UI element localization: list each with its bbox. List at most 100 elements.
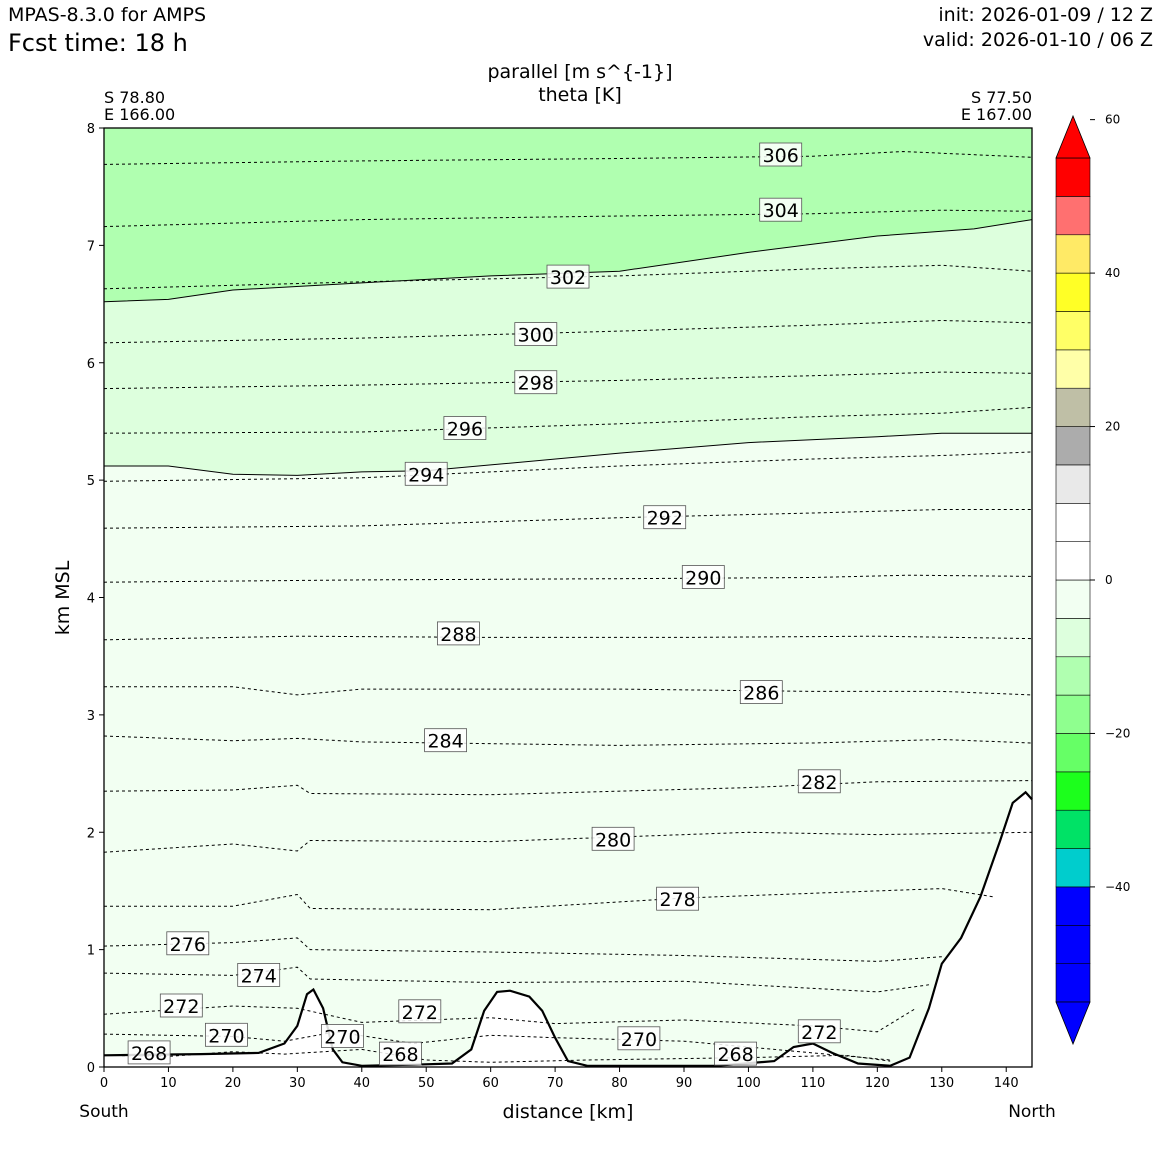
contour-label-292: 292	[643, 505, 687, 530]
contour-label-box	[237, 963, 281, 987]
contour-label-box	[643, 505, 687, 530]
contour-label-282: 282	[797, 769, 841, 794]
contour-label-306: 306	[759, 142, 803, 167]
contour-label-272: 272	[159, 993, 203, 1018]
x-tick-label: 130	[929, 1076, 954, 1091]
contour-label-text: 286	[743, 683, 779, 705]
colorbar-segment	[1055, 196, 1091, 236]
contour-label-box	[404, 461, 448, 486]
colorbar-segment	[1055, 464, 1091, 504]
north-label: North	[1008, 1102, 1056, 1122]
x-tick-label: 40	[354, 1076, 371, 1091]
contour-label-270: 270	[320, 1024, 364, 1049]
contour-label-box	[424, 728, 468, 753]
contour-label-286: 286	[739, 680, 783, 705]
theta-contour-276	[103, 937, 942, 962]
contour-label-text: 274	[241, 965, 277, 987]
contour-label-298: 298	[514, 370, 558, 395]
x-tick-label: 20	[225, 1076, 242, 1091]
y-tick-label: 7	[87, 239, 95, 254]
theta-contour-304	[103, 209, 1033, 228]
contour-label-268: 268	[127, 1040, 171, 1065]
contour-label-box	[797, 769, 841, 794]
contour-label-box	[656, 886, 699, 911]
colorbar-segment	[1055, 579, 1091, 619]
contour-label-text: 284	[427, 731, 463, 753]
x-tick-label: 90	[676, 1076, 693, 1091]
contour-label-304: 304	[759, 197, 803, 222]
colorbar-segment	[1055, 349, 1091, 389]
x-tick-label: 60	[482, 1076, 499, 1091]
contour-label-text: 268	[382, 1044, 418, 1066]
contour-label-270: 270	[204, 1022, 248, 1047]
contour-label-box	[546, 264, 590, 289]
contour-label-302: 302	[546, 264, 590, 289]
colorbar-extend-max	[1055, 114, 1091, 159]
colorbar-segment	[1055, 656, 1091, 696]
x-tick-label: 0	[100, 1076, 108, 1091]
end-lon-label: E 167.00	[961, 105, 1032, 124]
contour-label-270: 270	[617, 1026, 661, 1051]
contour-label-text: 272	[801, 1022, 837, 1044]
valid-time: valid: 2026-01-10 / 06 Z	[922, 29, 1153, 51]
contour-label-box	[320, 1024, 364, 1048]
y-tick-label: 8	[87, 122, 95, 137]
contour-label-text: 276	[170, 934, 206, 956]
wind-contour-line	[104, 432, 1032, 476]
y-tick-label: 5	[87, 474, 95, 489]
start-lon-label: E 166.00	[104, 105, 175, 124]
y-axis: 0 1 2 3 4 5 6 7 8	[87, 122, 104, 1076]
south-label: South	[79, 1102, 128, 1122]
contour-label-290: 290	[681, 565, 725, 590]
contour-label-text: 282	[801, 772, 837, 794]
contour-label-text: 294	[408, 464, 444, 486]
y-tick-label: 1	[87, 944, 95, 959]
forecast-time: Fcst time: 18 h	[8, 29, 188, 57]
terrain-fill	[104, 792, 1032, 1067]
colorbar-tick-label: −40	[1105, 880, 1130, 894]
theta-contour-300	[103, 319, 1033, 344]
contour-label-box	[681, 565, 725, 589]
theta-contour-286	[104, 686, 1033, 696]
contour-label-268: 268	[378, 1041, 422, 1066]
x-tick-label: 10	[160, 1076, 177, 1091]
colorbar-tick-label: 40	[1105, 266, 1120, 280]
theta-contour-284	[103, 735, 1033, 746]
contour-label-box	[159, 993, 203, 1018]
colorbar-tick-label: 60	[1105, 113, 1120, 127]
theta-contour-296	[103, 406, 1033, 434]
contour-label-box	[443, 416, 487, 440]
contour-label-text: 268	[131, 1043, 167, 1065]
contour-label-box	[204, 1022, 248, 1047]
contour-label-text: 278	[659, 889, 695, 911]
colorbar-segment	[1055, 694, 1091, 734]
theta-contour-282	[103, 780, 1033, 796]
end-lat-label: S 77.50	[971, 88, 1032, 107]
theta-contour-278	[104, 888, 994, 911]
contour-label-box	[739, 680, 783, 704]
contour-label-text: 270	[621, 1029, 657, 1051]
contour-label-box	[759, 197, 803, 222]
contour-label-text: 270	[324, 1027, 360, 1049]
init-time: init: 2026-01-09 / 12 Z	[938, 4, 1153, 26]
theta-contour-302	[103, 264, 1033, 290]
contour-label-text: 292	[647, 508, 683, 530]
contour-label-text: 272	[402, 1002, 438, 1024]
contour-label-text: 280	[595, 829, 631, 851]
x-tick-label: 140	[994, 1076, 1019, 1091]
x-tick-label: 80	[611, 1076, 628, 1091]
colorbar-segment	[1055, 387, 1091, 427]
contour-label-box	[514, 322, 558, 347]
contour-label-296: 296	[443, 416, 487, 441]
contour-label-box	[127, 1040, 171, 1065]
contour-label-294: 294	[404, 461, 448, 486]
contour-label-268: 268	[714, 1041, 757, 1066]
colorbar: −40 −20 0 20 40 60	[1055, 113, 1130, 1046]
colorbar-tick-label: −20	[1105, 726, 1130, 740]
contour-label-box	[166, 931, 210, 956]
colorbar-segment	[1055, 502, 1091, 542]
colorbar-extend-min	[1055, 1001, 1091, 1046]
contour-label-box	[714, 1041, 757, 1066]
contour-label-text: 272	[163, 996, 199, 1018]
theta-contour-298	[103, 371, 1033, 390]
